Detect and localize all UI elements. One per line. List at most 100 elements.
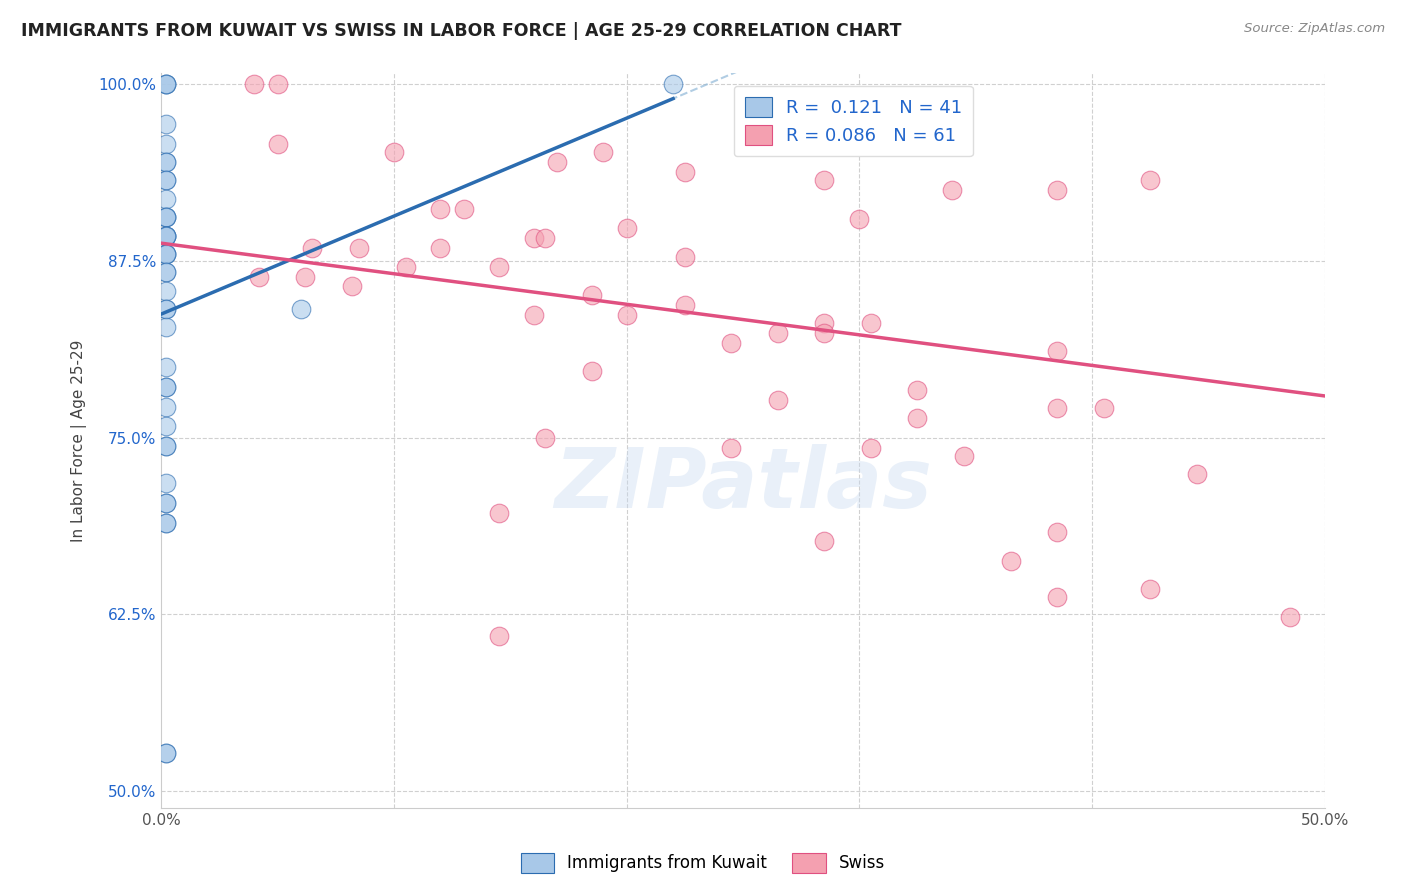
Point (766, 392, 789, 407)
Text: IMMIGRANTS FROM KUWAIT VS SWISS IN LABOR FORCE | AGE 25-29 CORRELATION CHART: IMMIGRANTS FROM KUWAIT VS SWISS IN LABOR… (21, 22, 901, 40)
Point (290, 301, 312, 316)
Point (1000, 554, 1022, 568)
Point (155, 359, 177, 374)
Point (488, 260, 510, 274)
Point (155, 77, 177, 91)
Point (581, 364, 603, 378)
Point (1092, 401, 1115, 415)
Point (155, 439, 177, 453)
Point (534, 231, 557, 245)
Point (1139, 173, 1161, 187)
Point (429, 241, 451, 255)
Point (266, 136, 288, 151)
Point (1046, 591, 1069, 605)
Point (155, 496, 177, 510)
Point (848, 211, 870, 226)
Point (522, 308, 544, 322)
Point (155, 439, 177, 453)
Point (534, 431, 557, 445)
Point (382, 145, 405, 160)
Point (1046, 401, 1069, 415)
Point (766, 326, 789, 340)
Y-axis label: In Labor Force | Age 25-29: In Labor Force | Age 25-29 (72, 339, 87, 541)
Point (859, 441, 882, 455)
Point (340, 279, 363, 293)
Point (581, 288, 603, 302)
Point (155, 117, 177, 131)
Point (592, 145, 614, 160)
Point (155, 284, 177, 298)
Point (429, 202, 451, 216)
Point (155, 228, 177, 243)
Point (155, 301, 177, 316)
Point (1185, 467, 1208, 482)
Point (813, 326, 835, 340)
Text: Source: ZipAtlas.com: Source: ZipAtlas.com (1244, 22, 1385, 36)
Point (907, 411, 929, 425)
Point (155, 228, 177, 243)
Point (155, 516, 177, 530)
Point (155, 210, 177, 224)
Point (155, 228, 177, 243)
Point (155, 247, 177, 261)
Point (155, 301, 177, 316)
Point (155, 136, 177, 151)
Point (453, 202, 475, 216)
Point (1139, 582, 1161, 596)
Point (1278, 610, 1301, 624)
Point (155, 192, 177, 206)
Point (907, 383, 929, 397)
Point (347, 241, 370, 255)
Legend: R =  0.121   N = 41, R = 0.086   N = 61: R = 0.121 N = 41, R = 0.086 N = 61 (734, 86, 973, 156)
Point (488, 629, 510, 643)
Point (813, 173, 835, 187)
Point (1324, 487, 1347, 501)
Legend: Immigrants from Kuwait, Swiss: Immigrants from Kuwait, Swiss (515, 847, 891, 880)
Point (155, 496, 177, 510)
Point (859, 316, 882, 330)
Point (813, 316, 835, 330)
Point (616, 221, 638, 235)
Point (155, 746, 177, 760)
Point (155, 155, 177, 169)
Point (488, 506, 510, 520)
Point (155, 77, 177, 91)
Point (616, 308, 638, 322)
Point (155, 380, 177, 394)
Point (155, 155, 177, 169)
Point (953, 449, 976, 463)
Point (1046, 344, 1069, 359)
Point (155, 77, 177, 91)
Point (155, 746, 177, 760)
Point (394, 260, 416, 274)
Point (155, 419, 177, 434)
Point (720, 336, 742, 351)
Point (301, 241, 323, 255)
Point (155, 475, 177, 490)
Point (294, 269, 316, 284)
Point (155, 247, 177, 261)
Point (662, 77, 685, 91)
Point (155, 173, 177, 187)
Point (813, 533, 835, 548)
Point (1324, 193, 1347, 207)
Point (155, 265, 177, 279)
Point (155, 228, 177, 243)
Point (155, 265, 177, 279)
Point (243, 77, 266, 91)
Point (1046, 525, 1069, 540)
Point (673, 298, 696, 312)
Point (720, 441, 742, 455)
Point (673, 250, 696, 264)
Point (266, 77, 288, 91)
Point (522, 231, 544, 245)
Point (155, 320, 177, 334)
Point (673, 165, 696, 179)
Point (546, 155, 568, 169)
Point (155, 516, 177, 530)
Point (155, 210, 177, 224)
Point (1046, 183, 1069, 197)
Point (155, 247, 177, 261)
Point (247, 269, 270, 284)
Point (155, 173, 177, 187)
